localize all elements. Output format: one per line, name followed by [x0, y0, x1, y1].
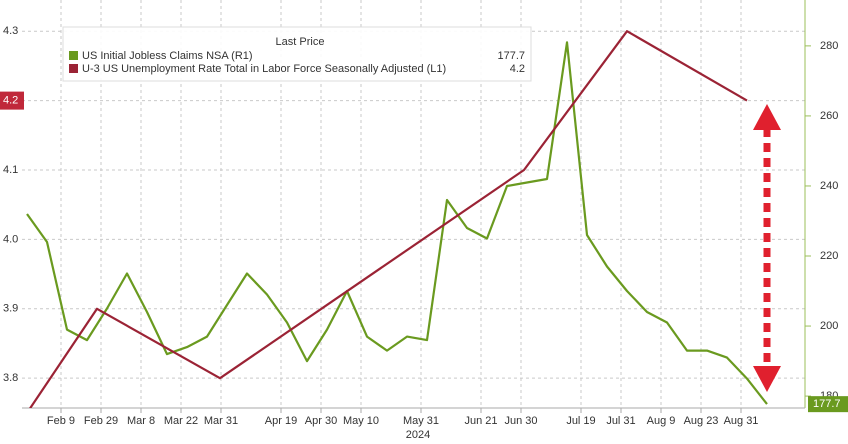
legend-box	[62, 26, 532, 82]
legend-label: US Initial Jobless Claims NSA (R1)	[82, 50, 253, 62]
x-tick-label: Feb 29	[84, 415, 118, 427]
y-tick-label: 4.1	[3, 164, 18, 176]
legend-swatch	[69, 64, 78, 73]
x-tick-label: Apr 19	[265, 415, 297, 427]
legend: Last Price US Initial Jobless Claims NSA…	[62, 26, 532, 82]
legend-swatch	[69, 51, 78, 60]
plot	[26, 30, 768, 408]
x-tick-label: Aug 9	[647, 415, 676, 427]
x-tick-label: May 10	[343, 415, 379, 427]
legend-value: 4.2	[510, 63, 525, 75]
y2-tick-label: 220	[820, 250, 838, 262]
x-tick-label: Jun 30	[504, 415, 537, 427]
axes: 3.83.94.04.14.24.3180200220240260280Feb …	[0, 25, 848, 427]
legend-label: U-3 US Unemployment Rate Total in Labor …	[82, 63, 446, 75]
y-tick-label: 3.8	[3, 372, 18, 384]
y2-tick-label: 280	[820, 40, 838, 52]
arrow-annotation	[753, 104, 781, 392]
x-tick-label: Aug 23	[684, 415, 719, 427]
legend-value: 177.7	[497, 50, 525, 62]
y-tick-label: 4.0	[3, 233, 18, 245]
x-tick-label: Jul 19	[566, 415, 595, 427]
y2-tick-label: 200	[820, 320, 838, 332]
series-line	[26, 41, 768, 405]
x-tick-label: Mar 31	[204, 415, 238, 427]
last-value-tag	[0, 91, 24, 110]
x-tick-label: Aug 31	[724, 415, 759, 427]
x-tick-label: Mar 8	[127, 415, 155, 427]
y-tick-label: 3.9	[3, 303, 18, 315]
x-tick-label: Jun 21	[464, 415, 497, 427]
y-tick-label: 4.3	[3, 25, 18, 37]
x-tick-label: May 31	[403, 415, 439, 427]
legend-title: Last Price	[276, 36, 325, 48]
y2-tick-label: 240	[820, 180, 838, 192]
x-tick-label: Apr 30	[305, 415, 337, 427]
last-value-tag	[808, 396, 848, 413]
x-tick-label: Feb 9	[47, 415, 75, 427]
last-value-tag-label: 4.2	[3, 95, 18, 107]
series-line	[28, 30, 748, 408]
x-tick-label: Mar 22	[164, 415, 198, 427]
y2-tick-label: 260	[820, 110, 838, 122]
x-sublabel: 2024	[406, 429, 430, 441]
x-tick-label: Jul 31	[606, 415, 635, 427]
last-value-tag-label: 177.7	[813, 398, 841, 410]
